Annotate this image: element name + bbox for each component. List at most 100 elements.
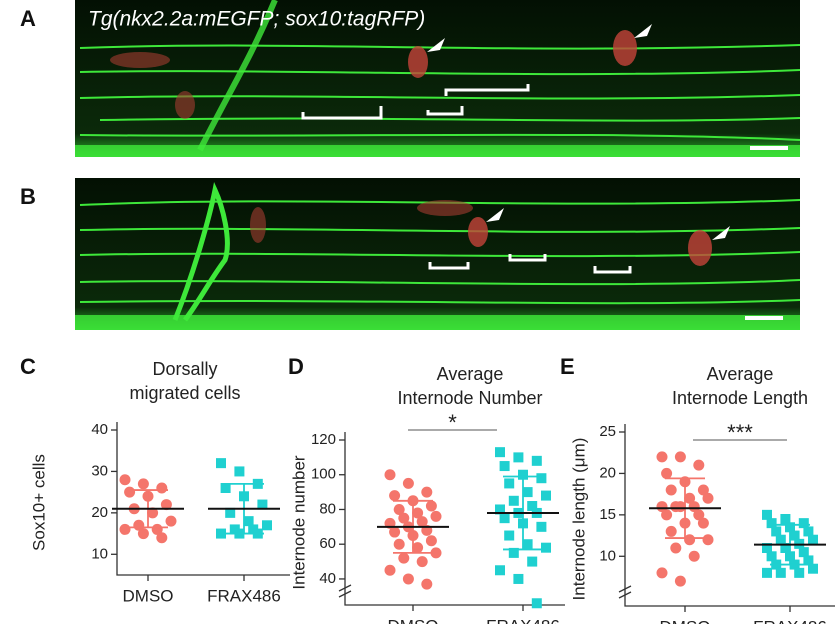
data-point <box>508 547 519 558</box>
panel-letter: E <box>560 354 575 379</box>
data-point <box>661 467 673 479</box>
panel-letter: C <box>20 354 36 379</box>
data-point <box>384 564 396 576</box>
axis <box>624 424 835 607</box>
data-point <box>536 521 547 532</box>
panel-letter: A <box>20 6 36 31</box>
data-point <box>421 578 433 590</box>
data-point <box>119 474 131 486</box>
data-point <box>412 542 424 554</box>
data-point <box>697 484 709 496</box>
data-point <box>257 499 268 510</box>
data-point <box>430 547 442 559</box>
data-point <box>697 517 709 529</box>
data-point <box>262 520 272 531</box>
data-point <box>661 509 673 521</box>
x-tick-label: FRAX486 <box>207 586 281 605</box>
y-tick-label: 100 <box>311 466 336 483</box>
y-axis-label: Internode length (μm) <box>569 438 588 601</box>
data-point <box>665 525 677 537</box>
data-point <box>766 518 777 529</box>
data-point <box>393 538 405 550</box>
data-point <box>499 461 510 472</box>
data-point <box>234 466 245 477</box>
data-point <box>160 499 172 511</box>
data-point <box>798 547 809 558</box>
data-point <box>531 598 542 609</box>
data-point <box>536 473 547 484</box>
chart-title: Average <box>707 364 774 384</box>
chart-title: Dorsally <box>152 359 217 379</box>
data-point <box>808 534 818 545</box>
data-point <box>412 507 424 519</box>
axis <box>116 422 290 576</box>
data-point <box>665 484 677 496</box>
data-point <box>789 530 800 541</box>
data-point <box>656 451 668 463</box>
data-point <box>674 575 686 587</box>
data-point <box>398 552 410 564</box>
data-point <box>803 526 814 537</box>
axis-break <box>338 584 352 598</box>
y-axis-label: Internode number <box>289 455 308 590</box>
axis <box>344 432 565 606</box>
data-point <box>531 455 542 466</box>
y-tick-label: 120 <box>311 431 336 448</box>
micrograph-a <box>75 0 801 157</box>
data-point <box>693 509 705 521</box>
data-point <box>499 513 510 524</box>
data-point <box>495 504 505 515</box>
image-caption: Tg(nkx2.2a:mEGFP; sox10:tagRFP) <box>88 8 425 31</box>
data-point <box>508 495 519 506</box>
panel-letter: D <box>288 354 304 379</box>
data-point <box>384 469 396 481</box>
data-point <box>702 534 714 546</box>
data-point <box>775 567 786 578</box>
data-point <box>522 539 533 550</box>
x-tick-label: DMSO <box>388 616 439 624</box>
data-point <box>504 478 515 489</box>
data-point <box>416 516 428 528</box>
data-point <box>421 486 433 498</box>
data-point <box>389 526 401 538</box>
significance-stars: *** <box>727 420 753 445</box>
y-tick-label: 25 <box>599 423 616 440</box>
data-point <box>693 459 705 471</box>
data-point <box>216 528 226 539</box>
x-tick-label: FRAX486 <box>753 617 827 624</box>
data-point <box>402 573 414 585</box>
y-tick-label: 80 <box>319 500 336 517</box>
y-tick-label: 10 <box>91 545 108 562</box>
x-tick-label: DMSO <box>123 586 174 605</box>
data-point <box>137 478 149 490</box>
data-point <box>393 503 405 515</box>
data-point <box>225 507 236 518</box>
data-point <box>495 565 505 576</box>
y-tick-label: 15 <box>599 506 616 523</box>
data-point <box>220 483 231 493</box>
x-tick-label: DMSO <box>660 617 711 624</box>
y-tick-label: 20 <box>91 504 108 521</box>
data-point <box>243 516 254 527</box>
data-point <box>425 535 437 547</box>
data-point <box>527 556 538 567</box>
data-point <box>541 490 551 501</box>
data-point <box>389 490 401 502</box>
axis-break <box>618 585 632 599</box>
y-tick-label: 40 <box>91 421 108 438</box>
chart-title: Average <box>437 364 504 384</box>
data-point <box>775 534 786 545</box>
data-point <box>513 573 524 584</box>
data-point <box>771 526 782 537</box>
data-point <box>518 469 528 480</box>
data-point <box>780 543 791 553</box>
data-point <box>124 486 136 498</box>
y-tick-label: 40 <box>319 570 336 587</box>
data-point <box>798 518 809 529</box>
data-point <box>674 501 686 513</box>
data-point <box>780 514 791 524</box>
data-point <box>398 512 410 524</box>
data-point <box>803 555 814 566</box>
data-point <box>147 507 159 519</box>
